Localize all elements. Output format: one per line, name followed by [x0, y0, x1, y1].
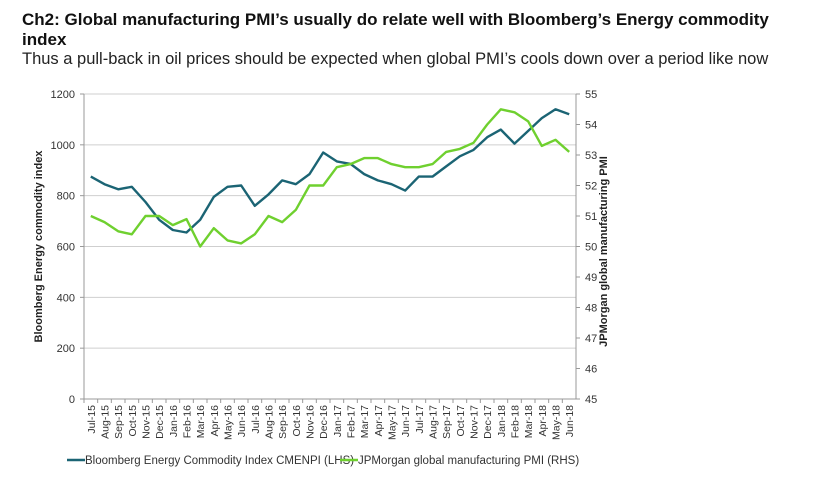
x-tick-label: Oct-15	[127, 405, 139, 437]
x-tick-label: Dec-17	[482, 405, 494, 439]
y-tick-label: 0	[69, 394, 75, 406]
x-tick-label: May-16	[223, 405, 235, 440]
y-right-tick-label: 53	[585, 150, 597, 162]
x-tick-label: Nov-16	[305, 405, 317, 439]
x-tick-label: Feb-17	[346, 405, 358, 438]
x-tick-label: Jul-16	[250, 405, 262, 434]
y-tick-label: 400	[57, 292, 75, 304]
x-tick-label: Mar-17	[359, 405, 371, 438]
y-right-tick-label: 52	[585, 181, 597, 193]
x-tick-label: Jun-16	[236, 405, 248, 437]
x-tick-label: Aug-17	[428, 405, 440, 439]
x-tick-label: Oct-16	[291, 405, 303, 437]
x-tick-label: Jan-16	[168, 405, 180, 437]
y-right-tick-label: 47	[585, 333, 597, 345]
y-tick-label: 1000	[51, 140, 75, 152]
chart-subtitle: Thus a pull-back in oil prices should be…	[22, 50, 769, 68]
y-right-tick-label: 49	[585, 272, 597, 284]
x-tick-label: Dec-16	[318, 405, 330, 439]
x-tick-label: Mar-16	[195, 405, 207, 438]
x-tick-label: Sep-17	[441, 405, 453, 439]
x-tick-label: Jul-15	[86, 405, 98, 434]
y-tick-label: 800	[57, 191, 75, 203]
y-right-tick-label: 48	[585, 303, 597, 315]
y-right-tick-label: 46	[585, 364, 597, 376]
x-tick-label: Apr-18	[537, 405, 549, 437]
x-tick-label: Aug-15	[100, 405, 112, 439]
x-tick-label: Dec-15	[154, 405, 166, 439]
y-axis-label: Bloomberg Energy commodity index	[33, 150, 45, 343]
chart-title: Ch2: Global manufacturing PMI’s usually …	[22, 10, 769, 49]
series-line-2	[90, 108, 570, 248]
x-tick-label: Apr-16	[209, 405, 221, 437]
x-tick-label: Sep-15	[113, 405, 125, 439]
y-right-tick-label: 55	[585, 89, 597, 101]
x-tick-label: Apr-17	[373, 405, 385, 437]
x-tick-label: Jan-17	[332, 405, 344, 437]
x-tick-label: Nov-17	[469, 405, 481, 439]
legend-label: JPMorgan global manufacturing PMI (RHS)	[358, 455, 579, 467]
y-tick-label: 600	[57, 242, 75, 254]
x-tick-label: May-17	[387, 405, 399, 440]
x-tick-label: Nov-15	[141, 405, 153, 439]
x-tick-label: Aug-16	[264, 405, 276, 439]
y-right-tick-label: 54	[585, 120, 597, 132]
y-right-tick-label: 51	[585, 211, 597, 223]
x-tick-label: Mar-18	[523, 405, 535, 438]
y-right-axis-label: JPMorgan global manufacturing PMI	[598, 156, 610, 347]
y-right-tick-label: 50	[585, 242, 597, 254]
x-tick-label: Oct-17	[455, 405, 467, 437]
x-tick-label: Feb-18	[510, 405, 522, 438]
x-tick-label: Jan-18	[496, 405, 508, 437]
x-tick-label: Jun-18	[564, 405, 576, 437]
series-line-1	[90, 108, 570, 234]
x-tick-label: Jul-17	[414, 405, 426, 434]
y-right-tick-label: 45	[585, 394, 597, 406]
y-tick-label: 200	[57, 343, 75, 355]
x-tick-label: Feb-16	[182, 405, 194, 438]
x-tick-label: Jun-17	[400, 405, 412, 437]
y-tick-label: 1200	[51, 89, 75, 101]
x-tick-label: Sep-16	[277, 405, 289, 439]
legend-label: Bloomberg Energy Commodity Index CMENPI …	[85, 455, 354, 467]
x-tick-label: May-18	[551, 405, 563, 440]
